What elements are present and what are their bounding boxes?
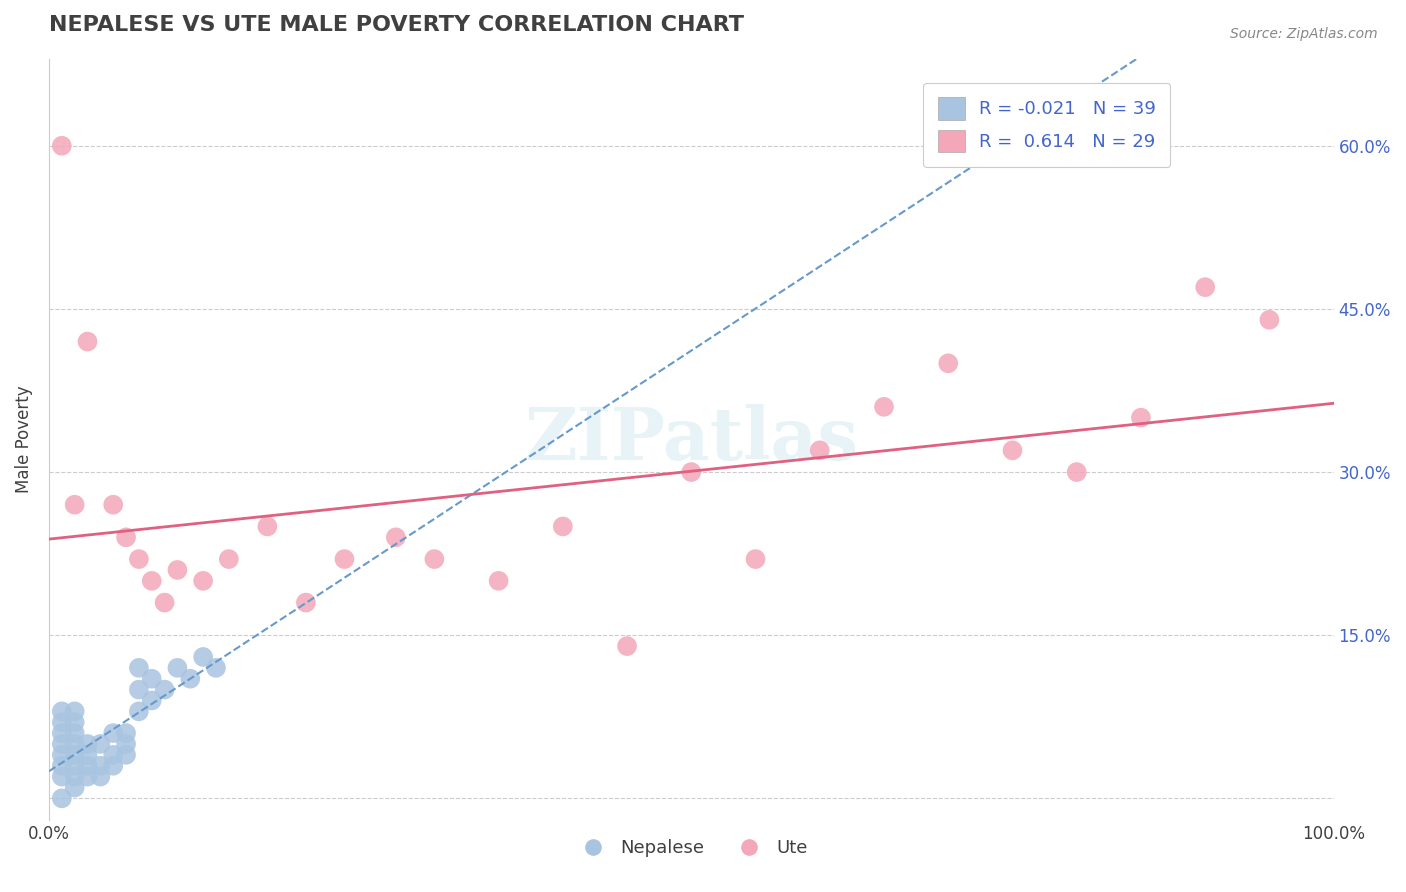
Point (103, 747, 125, 762)
Point (76, 758, 98, 772)
Point (51, 770, 73, 784)
Point (423, 552, 446, 566)
Point (89, 758, 111, 772)
Point (51, 758, 73, 772)
Point (1258, 313, 1281, 327)
Y-axis label: Male Poverty: Male Poverty (15, 385, 32, 493)
Point (141, 672, 163, 686)
Point (51, 737, 73, 751)
Point (115, 530, 138, 544)
Point (51, 747, 73, 762)
Point (128, 552, 150, 566)
Point (808, 443, 831, 458)
Point (115, 737, 138, 751)
Point (141, 693, 163, 707)
Point (115, 726, 138, 740)
Point (153, 596, 176, 610)
Text: Source: ZipAtlas.com: Source: ZipAtlas.com (1230, 27, 1378, 41)
Point (333, 552, 356, 566)
Point (63, 737, 86, 751)
Point (128, 661, 150, 675)
Point (76, 770, 98, 784)
Point (218, 552, 240, 566)
Point (128, 682, 150, 697)
Point (141, 574, 163, 588)
Point (191, 574, 214, 588)
Point (205, 661, 228, 675)
Point (191, 650, 214, 665)
Text: ZIPatlas: ZIPatlas (524, 404, 859, 475)
Point (51, 791, 73, 805)
Point (166, 563, 188, 577)
Point (295, 596, 318, 610)
Point (385, 530, 408, 544)
Point (166, 661, 188, 675)
Point (63, 770, 86, 784)
Point (936, 356, 959, 370)
Point (76, 747, 98, 762)
Point (63, 758, 86, 772)
Point (51, 715, 73, 730)
Legend: Nepalese, Ute: Nepalese, Ute (568, 832, 815, 864)
Point (63, 498, 86, 512)
Text: NEPALESE VS UTE MALE POVERTY CORRELATION CHART: NEPALESE VS UTE MALE POVERTY CORRELATION… (49, 15, 744, 35)
Point (89, 737, 111, 751)
Point (63, 726, 86, 740)
Point (63, 780, 86, 795)
Point (103, 758, 125, 772)
Point (1194, 280, 1216, 294)
Point (89, 770, 111, 784)
Point (76, 737, 98, 751)
Point (103, 726, 125, 740)
Point (103, 498, 125, 512)
Point (76, 334, 98, 349)
Point (63, 704, 86, 718)
Point (744, 552, 766, 566)
Point (1001, 443, 1024, 458)
Point (551, 519, 574, 533)
Point (51, 138, 73, 153)
Point (51, 704, 73, 718)
Point (179, 672, 201, 686)
Point (51, 726, 73, 740)
Point (681, 465, 703, 479)
Point (63, 747, 86, 762)
Point (115, 747, 138, 762)
Point (488, 574, 510, 588)
Point (1066, 465, 1088, 479)
Point (63, 715, 86, 730)
Point (873, 400, 896, 414)
Point (256, 519, 278, 533)
Point (153, 682, 176, 697)
Point (1129, 410, 1152, 425)
Point (616, 639, 638, 653)
Point (128, 704, 150, 718)
